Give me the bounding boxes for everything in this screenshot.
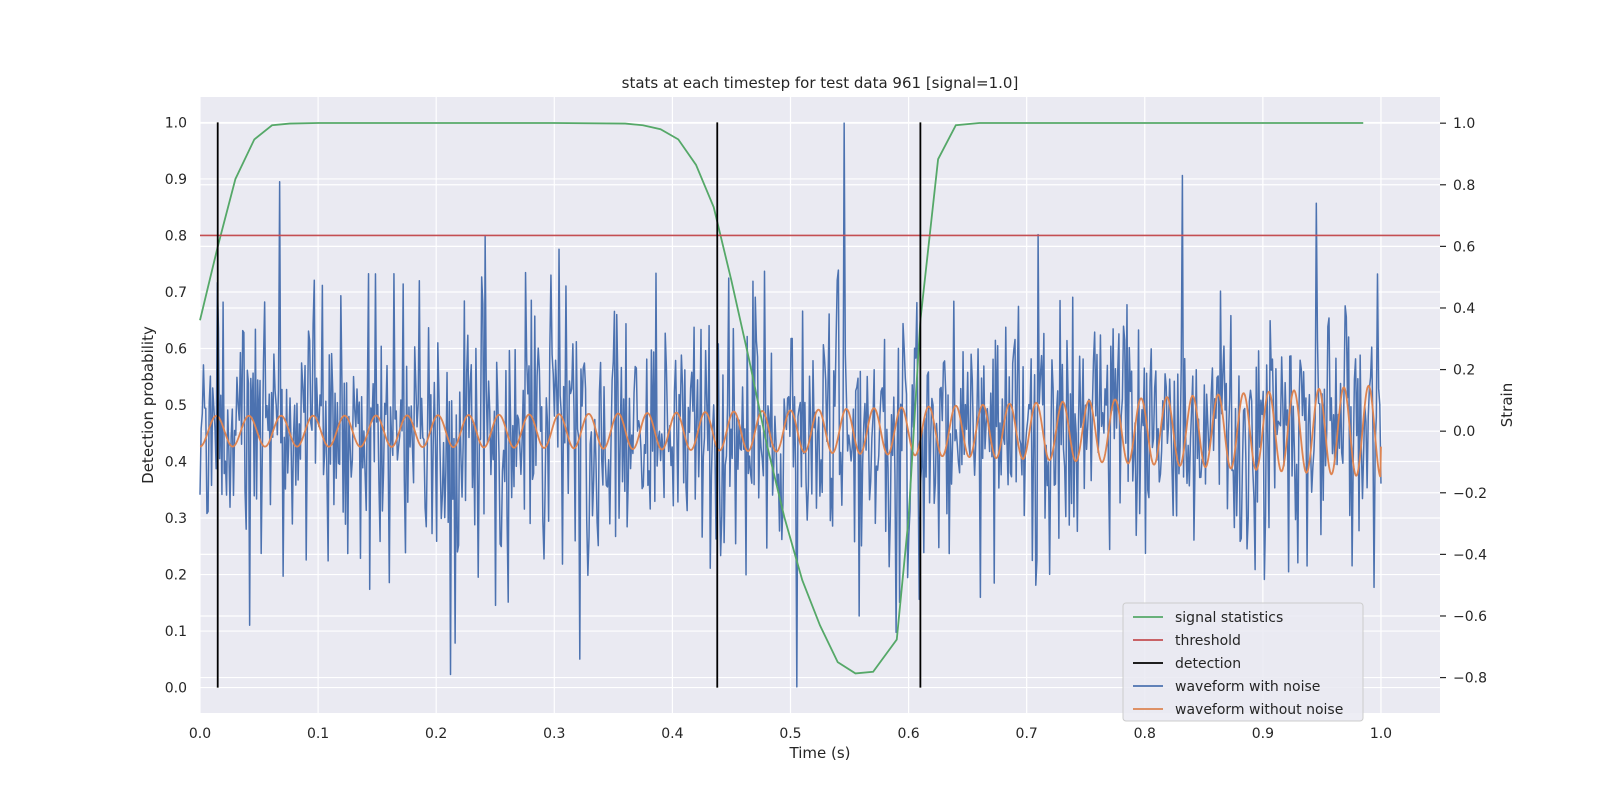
y-left-tick-label: 0.7 <box>165 285 187 301</box>
legend-label: threshold <box>1175 633 1241 649</box>
x-axis-ticks: 0.0 0.1 0.2 0.3 0.4 0.5 0.6 0.7 0.8 0.9 1.0 <box>189 726 1392 742</box>
legend-label: waveform without noise <box>1175 702 1343 718</box>
y-right-tick-label: 0.0 <box>1453 424 1475 440</box>
y-right-axis-label: Strain <box>1498 383 1516 427</box>
x-tick-label: 0.1 <box>307 726 329 742</box>
y-left-tick-label: 0.0 <box>165 681 187 697</box>
legend-label: waveform with noise <box>1175 679 1320 695</box>
y-right-tick-label: −0.8 <box>1453 671 1487 687</box>
y-left-tick-label: 0.2 <box>165 568 187 584</box>
legend: signal statistics threshold detection wavef… <box>1122 602 1364 722</box>
waveform-with-noise-series <box>199 122 1382 688</box>
y-right-tick-label: −0.4 <box>1453 547 1487 563</box>
detection-series <box>216 122 922 688</box>
legend-label: signal statistics <box>1175 610 1283 626</box>
y-right-tick-label: 1.0 <box>1453 116 1475 132</box>
y-left-tick-label: 0.6 <box>165 341 187 357</box>
chart-title: stats at each timestep for test data 961… <box>622 74 1019 92</box>
x-axis-label: Time (s) <box>789 744 851 762</box>
y-right-axis-ticks: −0.8 −0.6 −0.4 −0.2 0.0 0.2 0.4 0.6 0.8 1.0 <box>1440 116 1487 687</box>
x-tick-label: 0.3 <box>543 726 565 742</box>
x-tick-label: 0.0 <box>189 726 211 742</box>
y-right-tick-label: 0.2 <box>1453 363 1475 379</box>
y-left-tick-label: 0.4 <box>165 455 187 471</box>
y-left-tick-label: 0.9 <box>165 172 187 188</box>
y-left-axis-label: Detection probability <box>139 326 157 484</box>
legend-box <box>1122 602 1364 722</box>
waveform-without-noise-series <box>199 384 1382 478</box>
x-tick-label: 0.6 <box>897 726 919 742</box>
x-tick-label: 0.2 <box>425 726 447 742</box>
y-left-tick-label: 0.1 <box>165 624 187 640</box>
y-left-axis-ticks: 0.0 0.1 0.2 0.3 0.4 0.5 0.6 0.7 0.8 0.9 1.0 <box>165 115 187 696</box>
y-right-tick-label: 0.4 <box>1453 301 1475 317</box>
x-tick-label: 0.7 <box>1016 726 1038 742</box>
x-tick-label: 0.8 <box>1134 726 1156 742</box>
legend-label: detection <box>1175 656 1241 672</box>
x-tick-label: 0.5 <box>779 726 801 742</box>
waveform-with-noise-line <box>199 122 1382 688</box>
y-right-tick-label: 0.8 <box>1453 178 1475 194</box>
y-left-tick-label: 1.0 <box>165 115 187 131</box>
signal-statistics-series <box>199 122 1364 675</box>
y-left-tick-label: 0.8 <box>165 228 187 244</box>
y-left-tick-label: 0.5 <box>165 398 187 414</box>
y-right-tick-label: −0.6 <box>1453 609 1487 625</box>
y-right-tick-label: −0.2 <box>1453 486 1487 502</box>
y-left-tick-label: 0.3 <box>165 511 187 527</box>
x-tick-label: 1.0 <box>1370 726 1392 742</box>
x-tick-label: 0.4 <box>661 726 683 742</box>
waveform-without-noise-line <box>199 384 1382 478</box>
signal-statistics-line <box>199 122 1364 675</box>
x-tick-label: 0.9 <box>1252 726 1274 742</box>
y-right-tick-label: 0.6 <box>1453 239 1475 255</box>
